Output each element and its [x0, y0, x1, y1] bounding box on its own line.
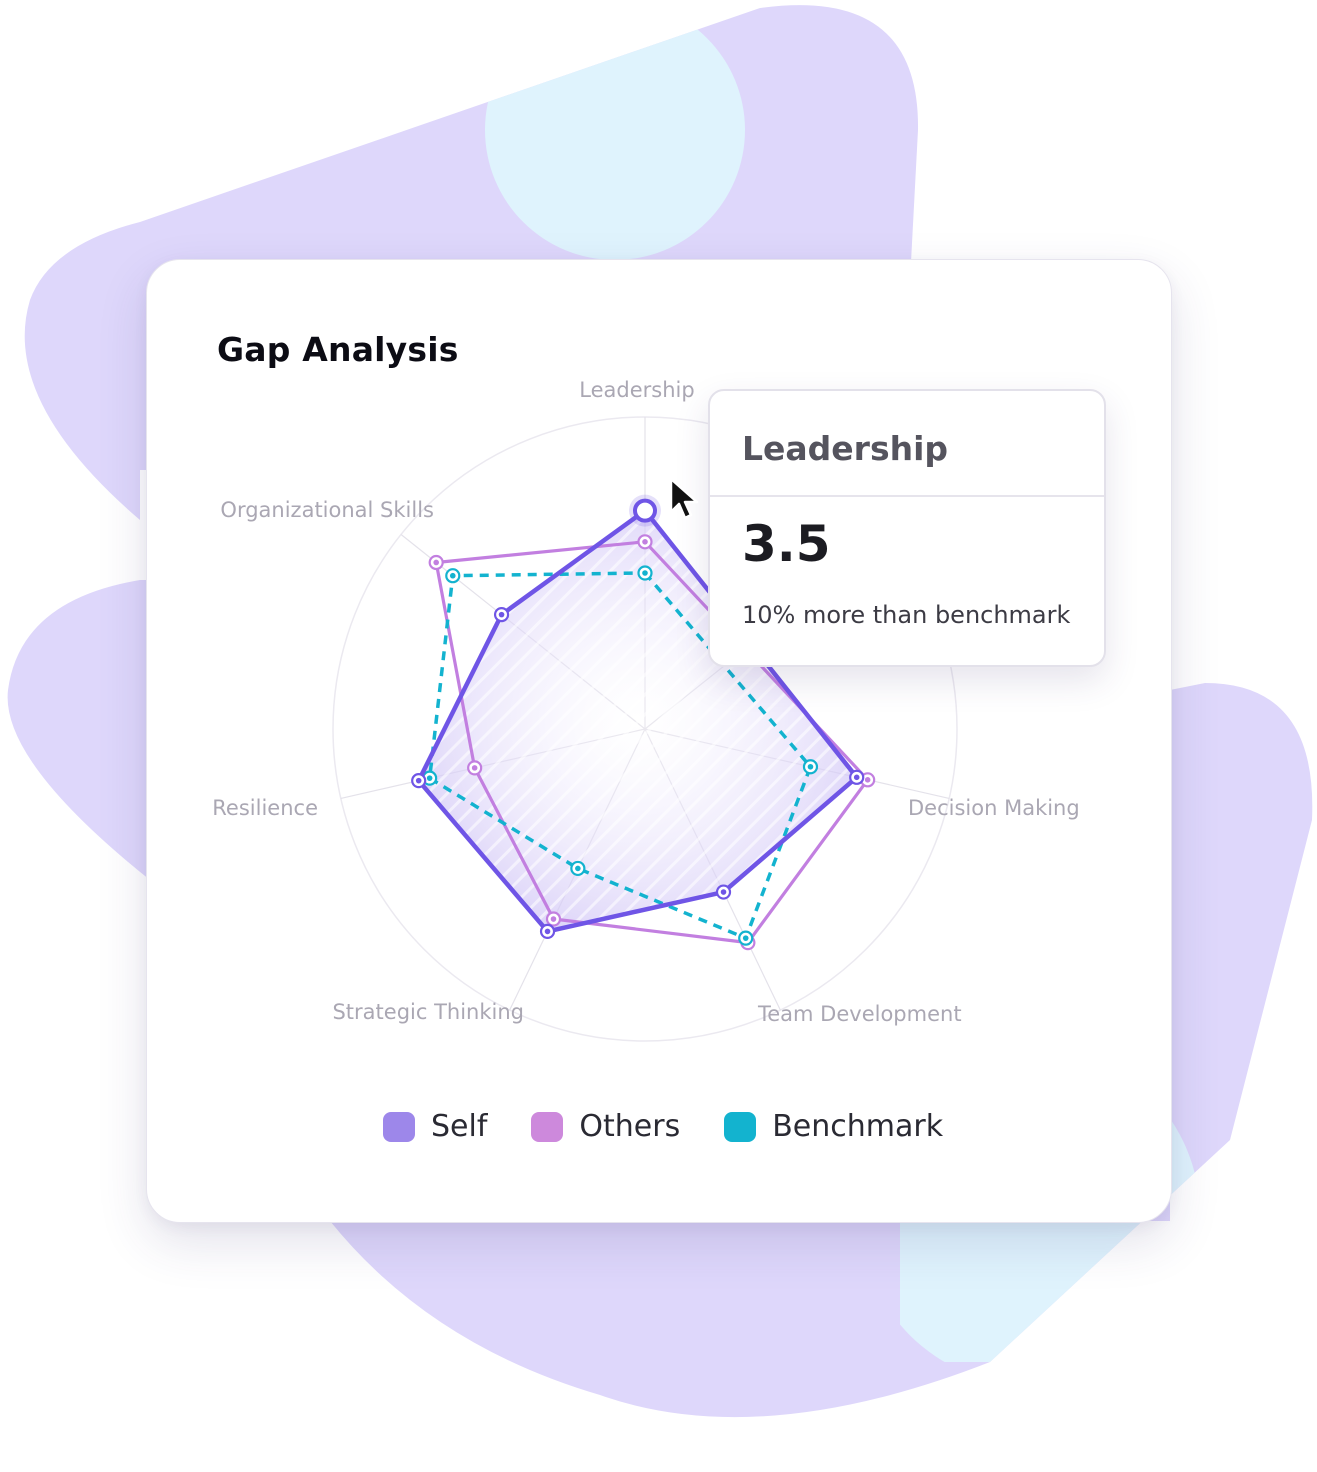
data-point-others-decision-making[interactable]: [860, 772, 876, 788]
data-point-others-strategic-thinking[interactable]: [545, 911, 562, 927]
axis-label-organizational-skills: Organizational Skills: [220, 498, 434, 522]
gap-analysis-card: Gap Analysis Leadership Decision Making Te…: [146, 259, 1172, 1223]
axis-label-leadership: Leadership: [579, 378, 694, 402]
self-area-hatch: [418, 510, 857, 932]
mouse-cursor-icon: [669, 477, 699, 520]
tooltip-value: 3.5: [742, 515, 831, 573]
legend-swatch-others: [531, 1111, 564, 1142]
data-point-self-organizational-skills[interactable]: [493, 607, 510, 623]
data-point-benchmark-team-development[interactable]: [738, 930, 754, 946]
legend-label-benchmark: Benchmark: [772, 1109, 944, 1144]
data-point-self-resilience[interactable]: [411, 773, 427, 789]
data-point-self-team-development[interactable]: [715, 884, 732, 900]
axis-label-decision-making: Decision Making: [908, 796, 1080, 820]
blob-left: [7, 580, 150, 880]
axis-labels: Leadership Decision Making Team Developmen…: [212, 378, 1079, 1026]
chart-legend: Self Others Benchmark: [383, 1109, 987, 1144]
radar-series: [411, 494, 876, 951]
data-point-others-resilience[interactable]: [467, 760, 483, 776]
data-point-benchmark-decision-making[interactable]: [802, 759, 819, 775]
legend-item-self[interactable]: Self: [383, 1109, 487, 1144]
radar-fills: [418, 510, 857, 932]
data-point-benchmark-organizational-skills[interactable]: [445, 568, 461, 584]
legend-swatch-benchmark: [724, 1111, 757, 1142]
data-point-benchmark-resilience[interactable]: [422, 770, 438, 786]
axis-label-resilience: Resilience: [212, 796, 318, 820]
legend-label-others: Others: [579, 1109, 681, 1144]
blob-top-accent: [485, 5, 745, 260]
legend-swatch-self: [383, 1111, 415, 1142]
data-point-benchmark-strategic-thinking[interactable]: [570, 860, 586, 877]
data-point-others-organizational-skills[interactable]: [428, 554, 444, 571]
data-point-self-decision-making[interactable]: [849, 769, 865, 785]
tooltip-note: 10% more than benchmark: [742, 601, 1071, 629]
tooltip-title: Leadership: [710, 391, 1104, 497]
chart-tooltip: Leadership 3.5 10% more than benchmark: [708, 389, 1106, 667]
legend-item-others[interactable]: Others: [531, 1109, 680, 1144]
axis-label-team-development: Team Development: [757, 1002, 962, 1026]
data-point-benchmark-leadership[interactable]: [637, 565, 653, 581]
chart-title: Gap Analysis: [217, 330, 459, 369]
legend-item-benchmark[interactable]: Benchmark: [724, 1109, 943, 1144]
data-point-others-leadership[interactable]: [637, 534, 653, 550]
data-point-self-strategic-thinking[interactable]: [539, 923, 556, 939]
legend-label-self: Self: [431, 1109, 488, 1144]
data-point-self-leadership[interactable]: [629, 494, 661, 527]
axis-label-strategic-thinking: Strategic Thinking: [332, 1000, 524, 1024]
